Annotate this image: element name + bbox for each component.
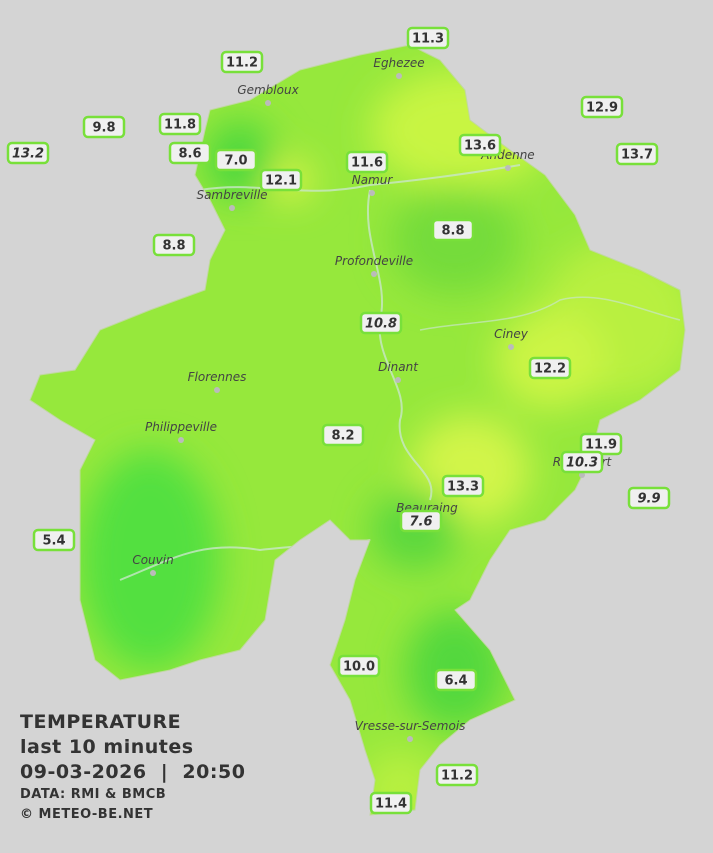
station-box — [259, 168, 303, 192]
station-box — [168, 141, 212, 165]
station-value: 13.2 — [12, 147, 44, 162]
city-label: Ciney — [494, 327, 529, 341]
station-box — [158, 112, 202, 136]
city-label: Vresse-sur-Semois — [355, 719, 466, 733]
station-value: 12.2 — [534, 362, 566, 377]
legend-source: DATA: RMI & BMCB — [20, 787, 167, 802]
station-box — [627, 486, 671, 510]
city-label: Philippeville — [145, 420, 217, 434]
station-box — [399, 509, 443, 533]
station-box — [359, 311, 403, 335]
station-box — [435, 763, 479, 787]
station-value: 11.2 — [226, 56, 258, 71]
city-dot — [505, 165, 511, 171]
station-value: 8.2 — [331, 429, 354, 444]
station-box — [32, 528, 76, 552]
legend-copyright: © METEO-BE.NET — [20, 807, 154, 822]
city-label: Florennes — [188, 370, 247, 384]
station-box — [431, 218, 475, 242]
station-box — [369, 791, 413, 815]
station-box — [152, 233, 196, 257]
station-value: 8.8 — [441, 224, 464, 239]
station-box — [337, 654, 381, 678]
station-value: 8.6 — [178, 147, 201, 162]
station-value: 9.8 — [92, 121, 115, 136]
station-value: 11.6 — [351, 156, 383, 171]
station-value: 7.6 — [409, 515, 432, 530]
city-dot — [579, 472, 585, 478]
station-box — [434, 668, 478, 692]
station-box — [345, 150, 389, 174]
station-value: 10.8 — [365, 317, 397, 332]
city-label: Namur — [352, 173, 394, 187]
station-value: 10.3 — [566, 456, 598, 471]
station-value: 7.0 — [224, 154, 247, 169]
station-value: 11.3 — [412, 32, 444, 47]
station-box — [528, 356, 572, 380]
station-box — [220, 50, 264, 74]
station-box — [82, 115, 126, 139]
legend: TEMPERATURE last 10 minutes 09-03-2026 |… — [20, 710, 245, 825]
city-label: Profondeville — [335, 254, 413, 268]
city-dot — [396, 73, 402, 79]
city-dot — [407, 736, 413, 742]
station-value: 11.4 — [375, 797, 407, 812]
station-box — [321, 423, 365, 447]
city-dot — [369, 190, 375, 196]
city-label: Sambreville — [196, 188, 267, 202]
city-dot — [214, 387, 220, 393]
city-label: Dinant — [378, 360, 419, 374]
station-box — [214, 148, 258, 172]
station-box — [615, 142, 659, 166]
city-dot — [395, 377, 401, 383]
city-dot — [229, 205, 235, 211]
city-dot — [150, 570, 156, 576]
station-value: 11.2 — [441, 769, 473, 784]
station-value: 13.7 — [621, 148, 653, 163]
station-value: 11.9 — [585, 438, 617, 453]
station-value: 13.6 — [464, 139, 496, 154]
station-value: 11.8 — [164, 118, 196, 133]
city-dot — [265, 100, 271, 106]
station-value: 5.4 — [42, 534, 65, 549]
station-value: 8.8 — [162, 239, 185, 254]
city-dot — [508, 344, 514, 350]
city-label: Eghezee — [373, 56, 424, 70]
station-box — [458, 133, 502, 157]
station-value: 10.0 — [343, 660, 375, 675]
city-label: Couvin — [132, 553, 173, 567]
legend-title: TEMPERATURE — [20, 711, 182, 733]
station-box — [6, 141, 50, 165]
station-box — [406, 26, 450, 50]
station-value: 12.9 — [586, 101, 618, 116]
legend-timestamp: 09-03-2026 | 20:50 — [20, 761, 246, 783]
station-value: 12.1 — [265, 174, 297, 189]
city-label: Gembloux — [237, 83, 299, 97]
station-value: 6.4 — [444, 674, 467, 689]
station-box — [580, 95, 624, 119]
station-box — [441, 474, 485, 498]
station-box — [560, 450, 604, 474]
station-value: 13.3 — [447, 480, 479, 495]
city-dot — [178, 437, 184, 443]
station-value: 9.9 — [637, 492, 660, 507]
city-dot — [371, 271, 377, 277]
legend-period: last 10 minutes — [20, 736, 194, 758]
